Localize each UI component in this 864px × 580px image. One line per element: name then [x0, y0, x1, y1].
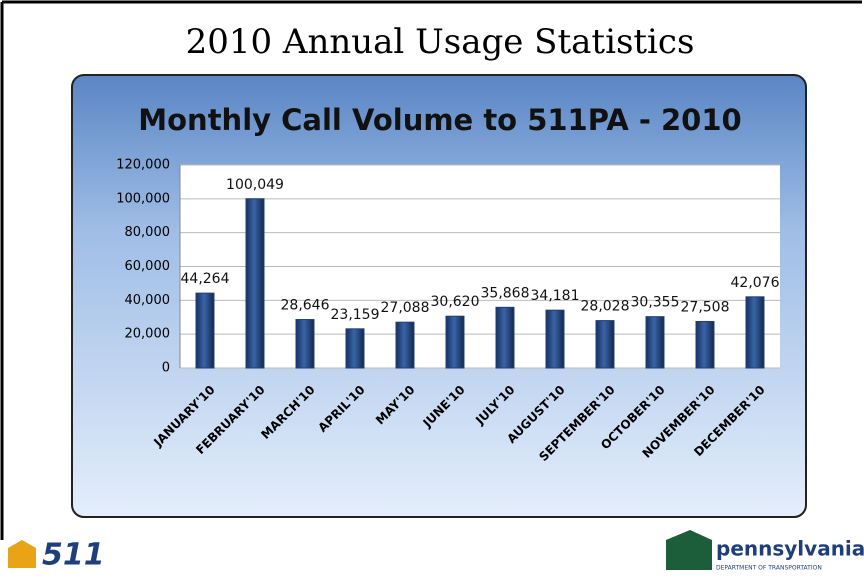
slide-title: 2010 Annual Usage Statistics — [186, 22, 695, 62]
bar — [295, 319, 315, 369]
y-tick-label: 40,000 — [125, 293, 171, 308]
left-logo: 511 — [8, 538, 105, 573]
value-label: 44,264 — [181, 271, 230, 287]
value-label: 28,646 — [281, 298, 330, 314]
bar — [645, 316, 665, 369]
logo-text: 511 — [42, 538, 105, 573]
right-logo: pennsylvania DEPARTMENT OF TRANSPORTATIO… — [666, 530, 864, 572]
value-label: 27,508 — [681, 299, 730, 315]
bar — [595, 320, 615, 369]
y-tick-label: 80,000 — [125, 225, 171, 240]
bar — [445, 315, 465, 369]
bar — [545, 309, 565, 369]
logo-subtitle: DEPARTMENT OF TRANSPORTATION — [716, 565, 822, 572]
value-label: 30,620 — [431, 294, 480, 310]
y-tick-label: 120,000 — [116, 158, 170, 173]
keystone-icon — [666, 530, 712, 570]
bar — [395, 321, 415, 369]
slide-border — [0, 0, 862, 540]
value-label: 35,868 — [481, 285, 530, 301]
bar — [245, 198, 265, 369]
y-tick-label: 0 — [162, 361, 170, 376]
bar — [745, 296, 765, 369]
y-tick-label: 100,000 — [116, 191, 170, 206]
value-label: 42,076 — [731, 275, 780, 291]
bar — [345, 328, 365, 369]
bar — [195, 292, 215, 369]
value-label: 28,028 — [581, 299, 630, 315]
value-label: 30,355 — [631, 295, 680, 311]
bar — [695, 320, 715, 369]
value-label: 23,159 — [331, 307, 380, 323]
value-label: 100,049 — [226, 177, 284, 193]
chart-title: Monthly Call Volume to 511PA - 2010 — [138, 103, 741, 137]
y-tick-label: 60,000 — [125, 259, 171, 274]
value-label: 27,088 — [381, 300, 430, 316]
logo-text: pennsylvania — [716, 537, 864, 561]
bar — [495, 306, 515, 369]
y-tick-label: 20,000 — [125, 327, 171, 342]
value-label: 34,181 — [531, 288, 580, 304]
keystone-icon — [8, 540, 36, 568]
